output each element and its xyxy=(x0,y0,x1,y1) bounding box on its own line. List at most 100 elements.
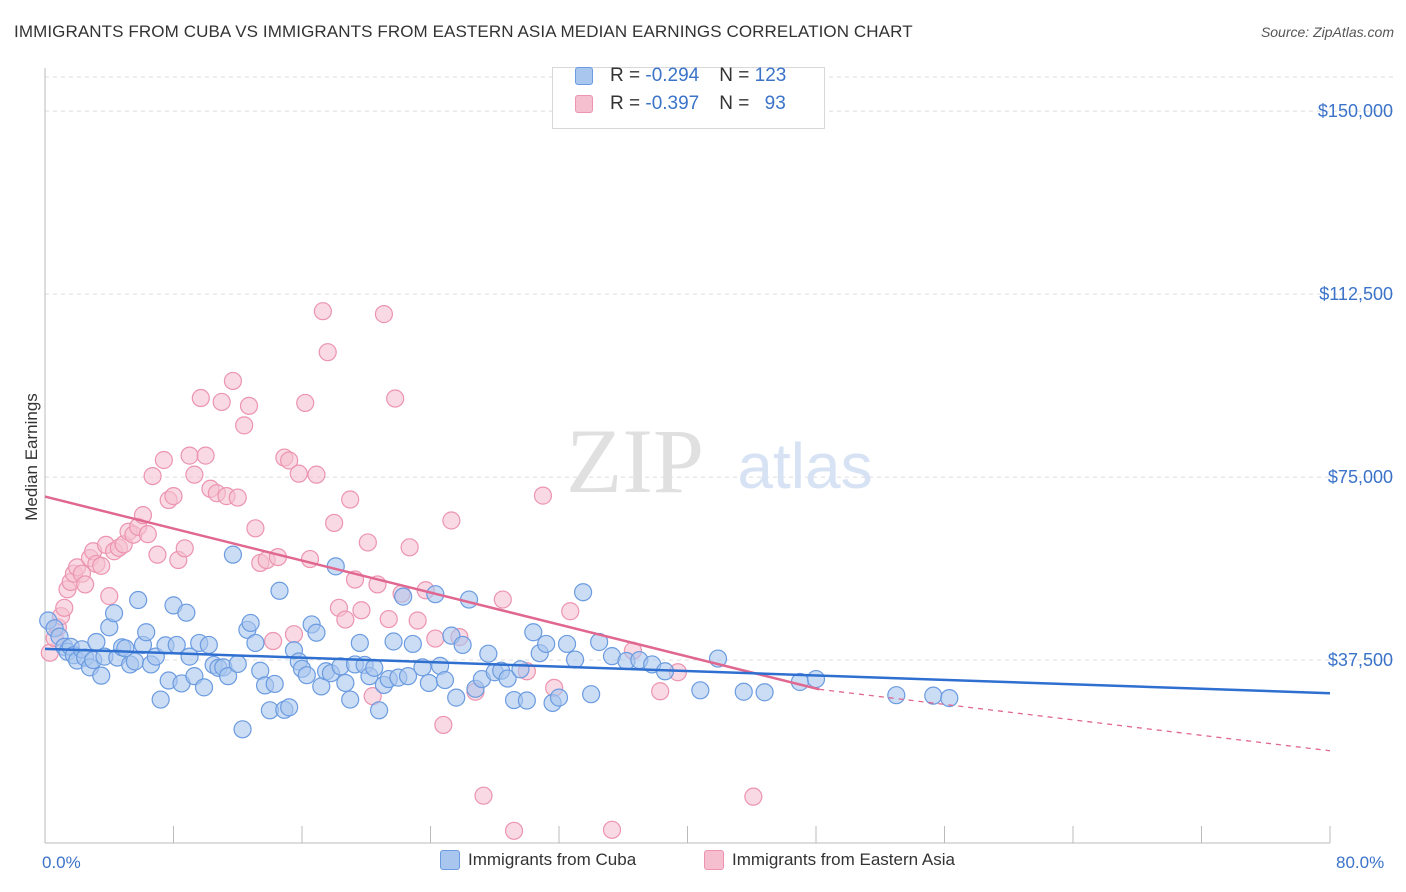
eastern-asia-point-58 xyxy=(325,513,344,533)
cuba-r-value: -0.294 xyxy=(645,65,700,86)
eastern-asia-point-69 xyxy=(386,389,405,408)
eastern-asia-point-52 xyxy=(289,464,308,483)
eastern-asia-point-14 xyxy=(92,556,111,575)
x-tick-max: 80.0% xyxy=(1336,853,1385,872)
cuba-point-44 xyxy=(228,654,247,674)
cuba-point-88 xyxy=(447,688,466,707)
cuba-point-93 xyxy=(479,644,498,663)
eastern-asia-point-33 xyxy=(185,465,204,484)
eastern-asia-point-51 xyxy=(284,625,304,644)
eastern-asia-point-83 xyxy=(533,486,553,505)
cuba-point-43 xyxy=(223,545,243,564)
cuba-point-122 xyxy=(924,686,943,705)
cuba-point-61 xyxy=(307,623,326,642)
cuba-point-99 xyxy=(517,691,536,710)
cuba-point-108 xyxy=(582,685,601,704)
y-tick-label-1: $75,000 xyxy=(1328,467,1393,487)
eastern-asia-point-75 xyxy=(434,715,453,735)
eastern-asia-n-value: 93 xyxy=(764,93,786,114)
eastern-asia-point-81 xyxy=(504,821,524,840)
eastern-asia-point-16 xyxy=(100,587,119,606)
cuba-point-117 xyxy=(734,682,753,701)
cuba-point-73 xyxy=(365,658,384,677)
cuba-point-48 xyxy=(246,633,265,653)
eastern-asia-point-57 xyxy=(318,343,337,362)
cuba-point-80 xyxy=(398,667,418,686)
cuba-point-45 xyxy=(233,720,252,739)
eastern-asia-point-27 xyxy=(154,450,173,470)
cuba-point-21 xyxy=(125,652,145,671)
cuba-point-77 xyxy=(384,632,403,651)
cuba-point-100 xyxy=(524,623,543,642)
eastern-asia-point-31 xyxy=(175,539,194,558)
eastern-asia-r-label: R = xyxy=(610,93,646,114)
cuba-point-47 xyxy=(241,613,260,633)
eastern-asia-point-24 xyxy=(138,525,157,544)
eastern-asia-point-86 xyxy=(602,820,622,839)
eastern-asia-point-56 xyxy=(313,302,332,321)
cuba-n-label: N = xyxy=(719,65,755,86)
eastern-asia-point-38 xyxy=(212,392,231,412)
y-tick-label-0: $37,500 xyxy=(1328,650,1393,670)
eastern-asia-point-63 xyxy=(352,601,371,620)
eastern-asia-point-71 xyxy=(400,538,419,557)
eastern-asia-point-44 xyxy=(246,519,265,538)
y-tick-label-2: $112,500 xyxy=(1319,284,1393,304)
cuba-point-105 xyxy=(557,634,577,654)
cuba-point-70 xyxy=(350,633,369,653)
eastern-asia-point-61 xyxy=(341,490,360,509)
eastern-asia-point-80 xyxy=(493,590,512,609)
legend-item-cuba: Immigrants from Cuba xyxy=(440,850,636,870)
eastern-asia-point-34 xyxy=(191,388,210,408)
cuba-point-115 xyxy=(691,681,710,700)
cuba-points xyxy=(39,545,959,739)
eastern-asia-point-76 xyxy=(442,511,461,530)
eastern-asia-point-50 xyxy=(280,451,299,470)
eastern-asia-point-72 xyxy=(408,611,427,630)
eastern-asia-point-47 xyxy=(263,631,283,651)
cuba-point-68 xyxy=(341,690,360,709)
eastern-asia-point-41 xyxy=(228,488,247,507)
cuba-point-34 xyxy=(180,647,199,666)
legend-label-cuba: Immigrants from Cuba xyxy=(468,850,637,869)
cuba-point-104 xyxy=(549,688,569,707)
cuba-point-81 xyxy=(403,634,422,654)
cuba-trend-line xyxy=(44,647,1331,695)
cuba-point-59 xyxy=(297,666,316,685)
cuba-point-106 xyxy=(565,650,585,669)
cuba-point-96 xyxy=(498,669,517,688)
cuba-point-86 xyxy=(435,670,455,690)
eastern-asia-r-value: -0.397 xyxy=(645,93,700,114)
cuba-r-label: R = xyxy=(610,65,646,86)
eastern-asia-point-55 xyxy=(307,465,326,484)
eastern-asia-point-40 xyxy=(223,371,243,391)
legend-label-eastern-asia: Immigrants from Eastern Asia xyxy=(732,850,955,869)
y-tick-label-3: $150,000 xyxy=(1318,101,1393,121)
eastern-asia-point-85 xyxy=(561,602,580,621)
watermark-atlas: atlas xyxy=(737,430,872,502)
cuba-point-22 xyxy=(129,590,148,610)
cuba-point-67 xyxy=(336,673,355,693)
eastern-asia-point-53 xyxy=(296,393,315,413)
eastern-asia-point-35 xyxy=(196,446,215,465)
y-tick-labels: $37,500 $75,000 $112,500 $150,000 xyxy=(1318,101,1393,670)
cuba-point-24 xyxy=(137,623,156,642)
trend-lines xyxy=(44,495,1331,752)
cuba-point-33 xyxy=(177,603,196,622)
x-tick-min: 0.0% xyxy=(42,853,81,872)
cuba-point-27 xyxy=(151,690,170,709)
chart-title: IMMIGRANTS FROM CUBA VS IMMIGRANTS FROM … xyxy=(14,22,913,41)
eastern-asia-point-90 xyxy=(744,787,763,806)
eastern-asia-point-43 xyxy=(239,396,259,415)
eastern-asia-point-74 xyxy=(426,629,445,648)
cuba-point-42 xyxy=(219,667,238,686)
cuba-point-13 xyxy=(92,666,111,685)
stats-box: R = -0.294 N = 123 R = -0.397 N = 93 xyxy=(552,65,825,129)
legend-item-eastern-asia: Immigrants from Eastern Asia xyxy=(704,850,955,870)
cuba-point-107 xyxy=(573,583,593,602)
cuba-point-121 xyxy=(887,686,906,705)
cuba-point-118 xyxy=(755,683,774,702)
cuba-point-55 xyxy=(280,698,299,717)
cuba-point-123 xyxy=(940,688,959,708)
